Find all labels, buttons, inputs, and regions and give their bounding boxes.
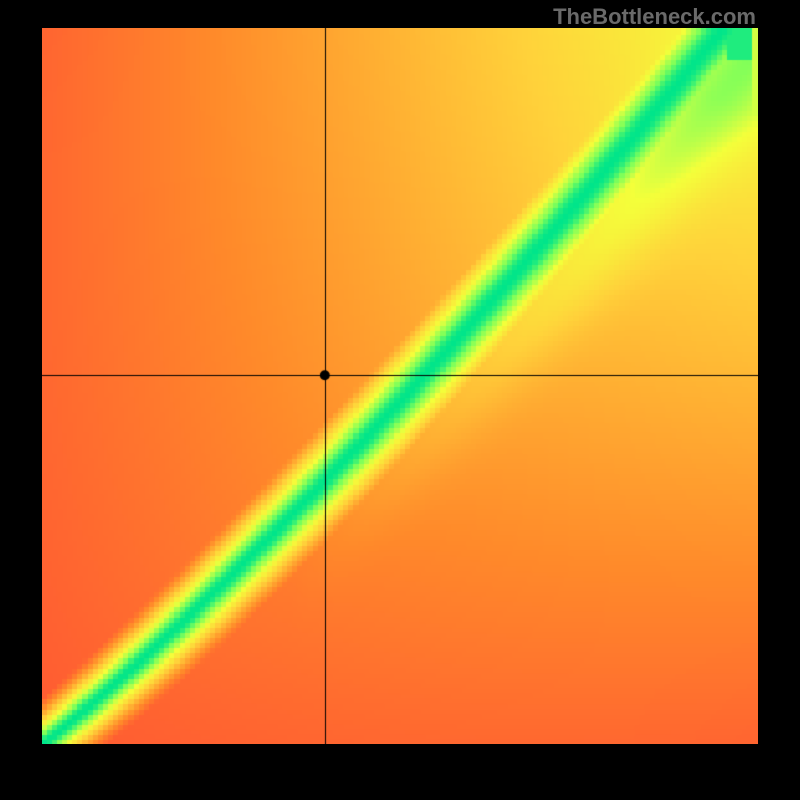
- watermark-label: TheBottleneck.com: [553, 4, 756, 30]
- chart-stage: TheBottleneck.com: [0, 0, 800, 800]
- bottleneck-heatmap: [42, 28, 758, 744]
